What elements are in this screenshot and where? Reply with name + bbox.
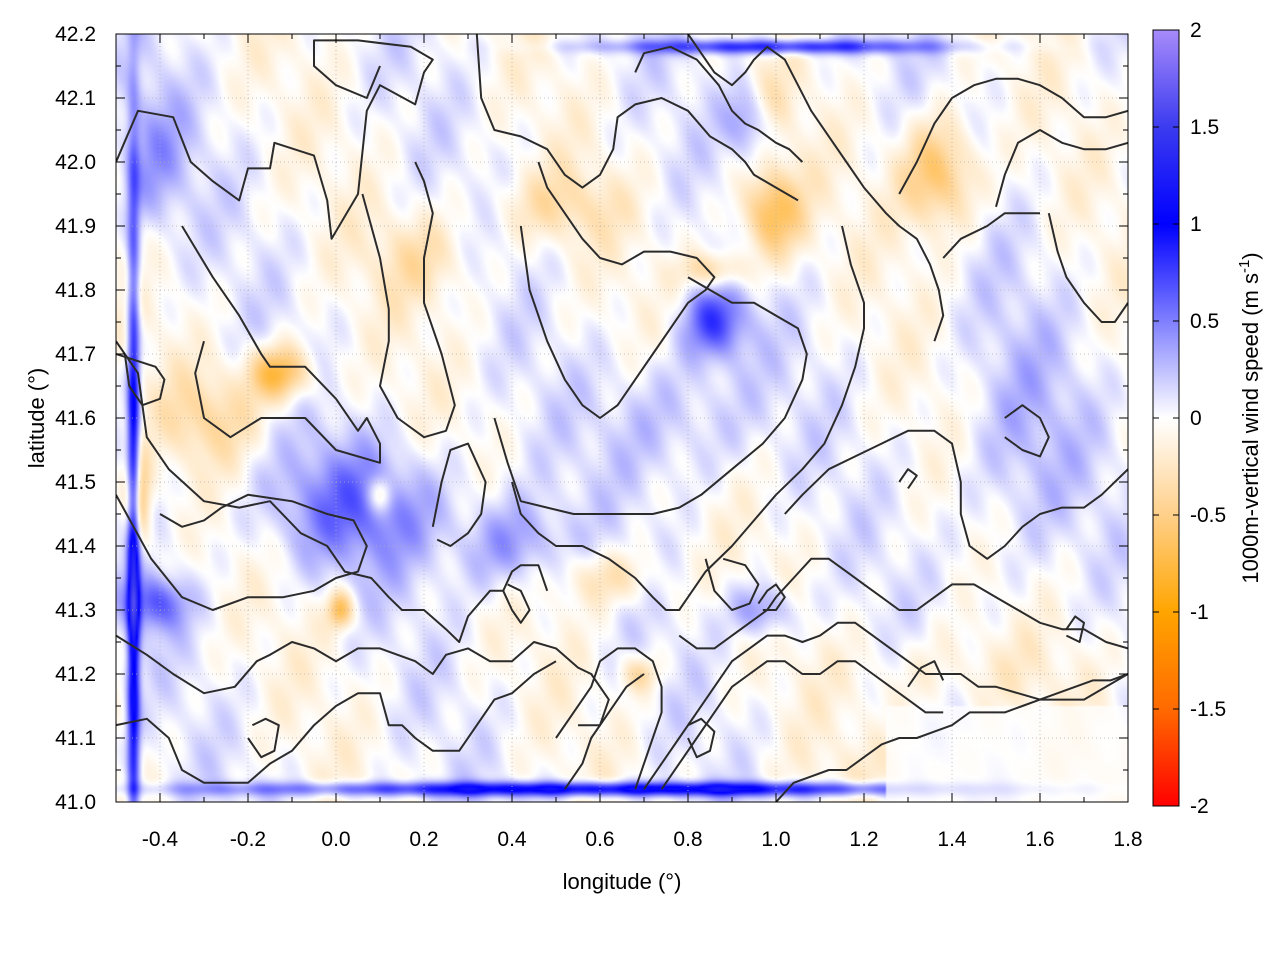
terrain-contour bbox=[493, 276, 808, 515]
terrain-contour bbox=[660, 660, 944, 790]
terrain-contour bbox=[678, 557, 1128, 650]
terrain-contour bbox=[687, 717, 716, 759]
terrain-contour bbox=[431, 442, 487, 547]
colorbar-label-end: ) bbox=[1238, 252, 1263, 259]
terrain-contour bbox=[247, 717, 280, 759]
y-tick-label: 41.7 bbox=[55, 343, 96, 366]
x-tick-label: 0.6 bbox=[585, 828, 614, 851]
terrain-contour bbox=[775, 673, 1128, 802]
terrain-contour bbox=[563, 673, 645, 790]
terrain-contour bbox=[704, 557, 760, 611]
x-tick-labels: -0.4 -0.2 0.0 0.2 0.4 0.6 0.8 1.0 1.2 1.4 1.6 1.8 bbox=[142, 828, 1143, 851]
colorbar-tick-label: 1 bbox=[1190, 213, 1202, 236]
x-tick-label: 1.0 bbox=[761, 828, 790, 851]
y-tick-label: 41.6 bbox=[55, 407, 96, 430]
x-tick-label: 0.2 bbox=[409, 828, 438, 851]
terrain-contour bbox=[555, 647, 663, 790]
terrain-contours bbox=[116, 34, 1128, 802]
terrain-contour bbox=[116, 634, 610, 727]
terrain-contour bbox=[116, 353, 166, 407]
x-axis-label: longitude (°) bbox=[563, 869, 682, 894]
terrain-contour bbox=[643, 621, 1128, 790]
y-tick-label: 41.4 bbox=[55, 535, 96, 558]
terrain-contour bbox=[1047, 212, 1128, 323]
x-tick-label: 0.0 bbox=[321, 828, 350, 851]
x-tick-label: 1.6 bbox=[1025, 828, 1054, 851]
colorbar-tick-label: -2 bbox=[1190, 795, 1209, 818]
terrain-contour bbox=[511, 225, 865, 611]
colorbar-tick-labels: 2 1.5 1 0.5 0 -0.5 -1 -1.5 -2 bbox=[1190, 19, 1226, 818]
x-tick-label: 1.2 bbox=[849, 828, 878, 851]
x-tick-label: 1.4 bbox=[937, 828, 967, 851]
colorbar-tick-label: -0.5 bbox=[1190, 504, 1226, 527]
y-tick-label: 42.0 bbox=[55, 151, 96, 174]
colorbar-tick-label: 2 bbox=[1190, 19, 1202, 42]
colorbar-tick-label: 1.5 bbox=[1190, 116, 1219, 139]
terrain-contour bbox=[361, 161, 456, 439]
colorbar-tick-label: -1 bbox=[1190, 601, 1209, 624]
terrain-contour bbox=[757, 583, 786, 611]
y-tick-label: 41.9 bbox=[55, 215, 96, 238]
colorbar-label: 1000m-vertical wind speed (m s-1) bbox=[1236, 252, 1263, 583]
terrain-contour bbox=[519, 161, 716, 419]
y-tick-label: 41.1 bbox=[55, 727, 96, 750]
terrain-contour bbox=[475, 34, 799, 202]
y-tick-label: 42.1 bbox=[55, 87, 96, 110]
terrain-contour bbox=[116, 660, 557, 784]
terrain-contour bbox=[907, 660, 945, 688]
terrain-contour bbox=[116, 39, 434, 240]
colorbar-label-main: 1000m-vertical wind speed (m s bbox=[1238, 273, 1263, 584]
colorbar-tick-label: 0.5 bbox=[1190, 310, 1219, 333]
y-tick-label: 41.2 bbox=[55, 663, 96, 686]
x-tick-label: 1.8 bbox=[1113, 828, 1142, 851]
y-tick-label: 41.8 bbox=[55, 279, 96, 302]
y-tick-label: 41.0 bbox=[55, 791, 96, 814]
y-tick-label: 42.2 bbox=[55, 23, 96, 46]
terrain-contour bbox=[1004, 404, 1050, 458]
terrain-contour bbox=[898, 77, 1128, 195]
terrain-contour bbox=[116, 340, 549, 643]
terrain-contour bbox=[687, 34, 945, 342]
terrain-contour bbox=[116, 493, 368, 611]
terrain-contour bbox=[784, 429, 1128, 560]
axis-ticks bbox=[115, 33, 1129, 803]
colorbar-label-sup: -1 bbox=[1236, 260, 1253, 273]
colorbar-tick-label: -1.5 bbox=[1190, 698, 1226, 721]
terrain-contour bbox=[634, 45, 804, 163]
terrain-contour bbox=[942, 212, 1040, 259]
x-tick-label: 0.4 bbox=[497, 828, 527, 851]
grid-lines bbox=[116, 34, 1128, 802]
colorbar-tick-label: 0 bbox=[1190, 407, 1202, 430]
colorbar-ticks bbox=[1153, 29, 1179, 807]
y-tick-label: 41.3 bbox=[55, 599, 96, 622]
x-tick-label: -0.4 bbox=[142, 828, 179, 851]
terrain-contour bbox=[995, 129, 1128, 208]
y-tick-labels: 41.0 41.1 41.2 41.3 41.4 41.5 41.6 41.7 41.8 41.9… bbox=[55, 23, 96, 814]
y-tick-label: 41.5 bbox=[55, 471, 96, 494]
terrain-contour bbox=[181, 225, 381, 464]
x-tick-label: -0.2 bbox=[230, 828, 266, 851]
terrain-contour bbox=[1065, 615, 1085, 643]
y-axis-label: latitude (°) bbox=[24, 368, 49, 469]
terrain-contour bbox=[502, 583, 531, 624]
x-tick-label: 0.8 bbox=[673, 828, 702, 851]
terrain-contour bbox=[898, 468, 918, 489]
